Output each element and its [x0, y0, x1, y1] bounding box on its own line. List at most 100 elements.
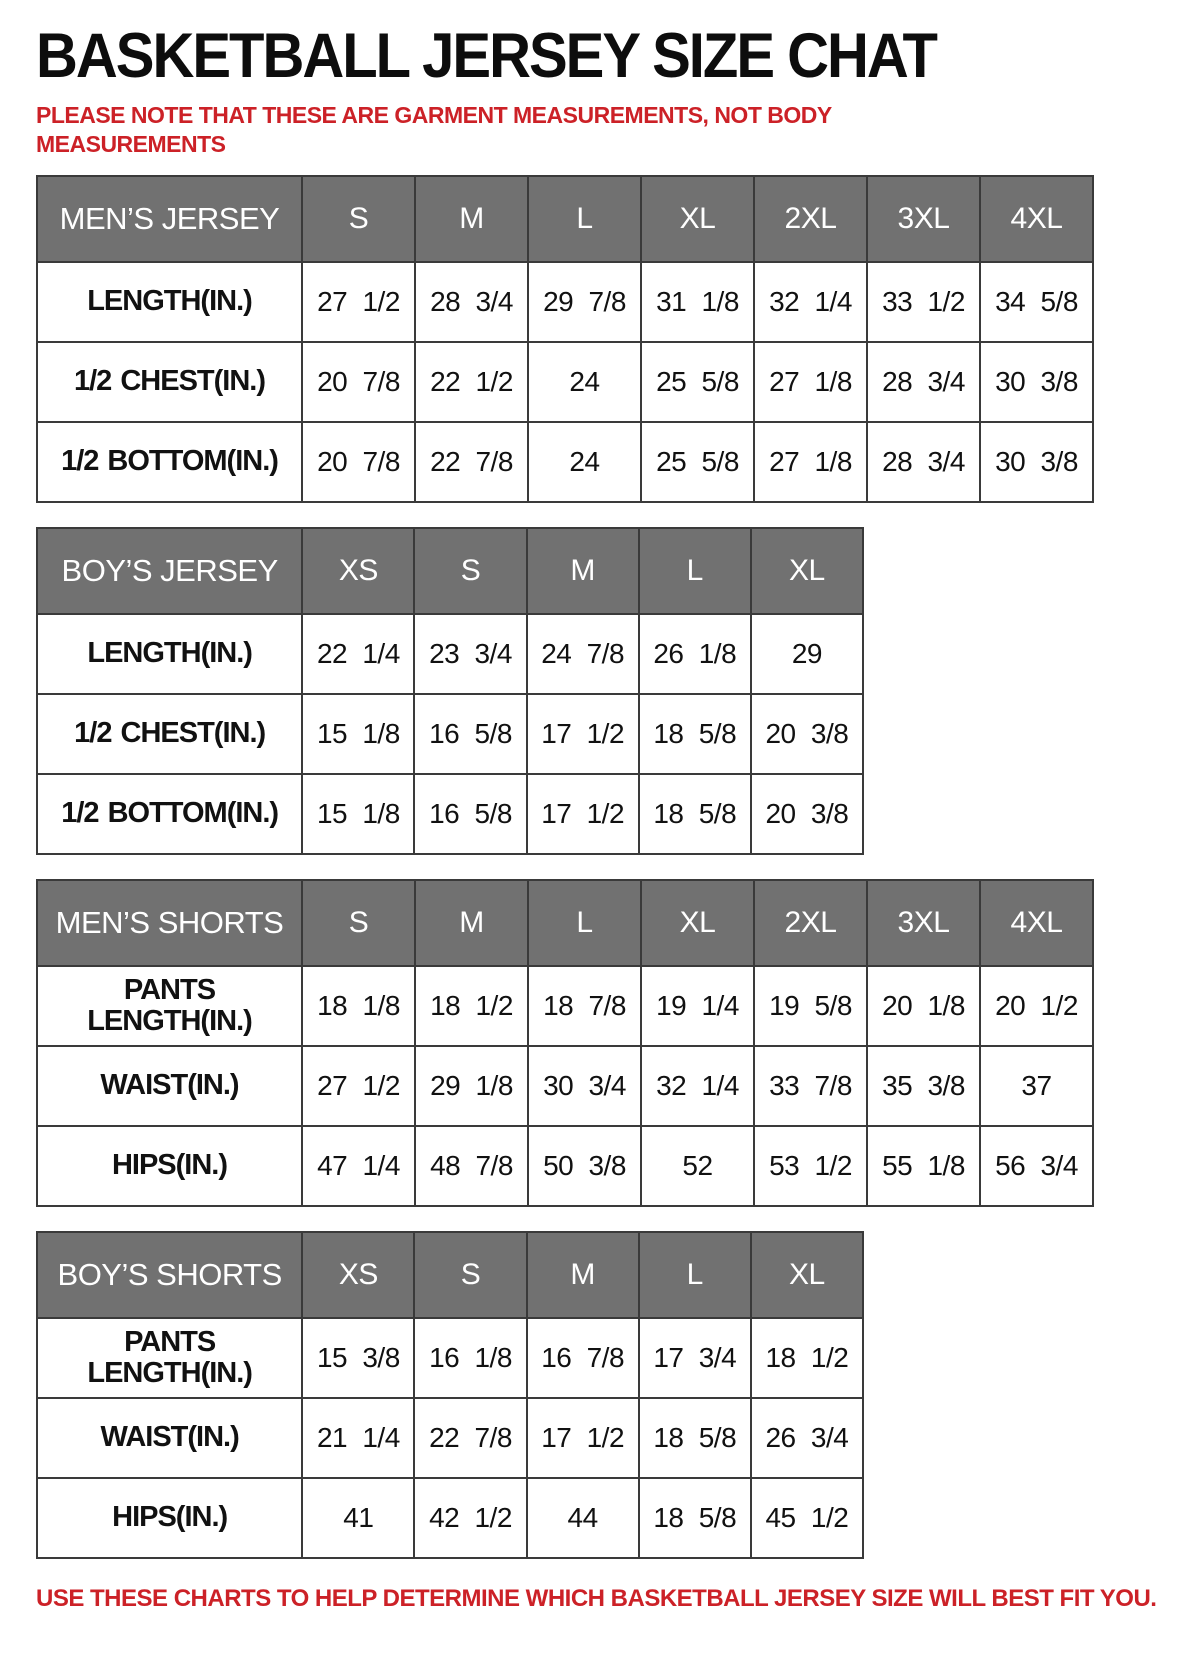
measurement-value: 20 1/8	[866, 964, 981, 1047]
measurement-label: 1/2 BOTTOM(IN.)	[35, 772, 304, 855]
measurement-value: 34 5/8	[979, 260, 1094, 343]
garment-measurement-note: PLEASE NOTE THAT THESE ARE GARMENT MEASU…	[36, 102, 832, 157]
measurement-value: 22 1/4	[301, 612, 416, 695]
size-column-header: XL	[749, 526, 865, 615]
size-column-header: S	[413, 526, 528, 615]
measurement-value: 27 1/8	[753, 340, 868, 423]
measurement-value: 32 1/4	[640, 1044, 755, 1127]
measurement-value: 35 3/8	[866, 1044, 981, 1127]
table-title-cell: BOY’S SHORTS	[35, 1230, 304, 1319]
measurement-value: 41	[301, 1476, 416, 1559]
table-title-cell: BOY’S JERSEY	[35, 526, 304, 615]
size-table: MEN’S JERSEY S M L XL 2XL 3XL 4XL LENGTH(IN.) 27 …	[36, 174, 1094, 503]
measurement-value: 17 1/2	[525, 692, 640, 775]
size-column-header: 2XL	[753, 174, 868, 263]
measurement-value: 18 5/8	[637, 772, 752, 855]
measurement-row: LENGTH(IN.) 22 1/4 23 3/4 24 7/8 26 1/8 29	[35, 612, 865, 695]
measurement-value: 20 3/8	[749, 772, 865, 855]
measurement-row: PANTS LENGTH(IN.) 15 3/8 16 1/8 16 7/8 17 3/…	[35, 1316, 865, 1399]
measurement-value: 30 3/8	[979, 420, 1094, 503]
measurement-value: 47 1/4	[301, 1124, 416, 1207]
size-column-header: 4XL	[979, 878, 1094, 967]
measurement-value: 45 1/2	[749, 1476, 865, 1559]
measurement-value: 20 7/8	[301, 340, 416, 423]
measurement-value: 27 1/2	[301, 260, 416, 343]
measurement-value: 22 7/8	[413, 1396, 528, 1479]
size-column-header: XS	[301, 1230, 416, 1319]
measurement-value: 20 1/2	[979, 964, 1094, 1047]
measurement-row: WAIST(IN.) 27 1/2 29 1/8 30 3/4 32 1/4 33 7/8…	[36, 1044, 1094, 1127]
measurement-value: 20 7/8	[301, 420, 416, 503]
measurement-value: 17 1/2	[525, 772, 640, 855]
measurement-row: 1/2 BOTTOM(IN.) 20 7/8 22 7/8 24 25 5/8 27 1/…	[36, 420, 1094, 503]
size-column-header: 3XL	[866, 878, 981, 967]
size-column-header: S	[301, 878, 416, 967]
measurement-value: 29 7/8	[527, 260, 642, 343]
measurement-value: 30 3/8	[979, 340, 1094, 423]
measurement-value: 32 1/4	[753, 260, 868, 343]
measurement-value: 37	[979, 1044, 1094, 1127]
size-header-row: BOY’S SHORTS XS S M L XL	[35, 1230, 865, 1319]
measurement-value: 48 7/8	[414, 1124, 529, 1207]
size-column-header: S	[301, 174, 416, 263]
measurement-value: 18 5/8	[637, 692, 752, 775]
size-column-header: L	[637, 526, 752, 615]
size-column-header: 4XL	[979, 174, 1094, 263]
measurement-label: HIPS(IN.)	[35, 1476, 304, 1559]
measurement-value: 28 3/4	[414, 260, 529, 343]
table-title-cell: MEN’S SHORTS	[36, 878, 303, 967]
measurement-value: 25 5/8	[640, 340, 755, 423]
measurement-label: WAIST(IN.)	[35, 1396, 304, 1479]
measurement-row: LENGTH(IN.) 27 1/2 28 3/4 29 7/8 31 1/8 32 1/…	[36, 260, 1094, 343]
measurement-row: WAIST(IN.) 21 1/4 22 7/8 17 1/2 18 5/8 26 3/4	[35, 1396, 865, 1479]
measurement-value: 15 1/8	[301, 772, 416, 855]
measurement-value: 26 3/4	[749, 1396, 865, 1479]
measurement-value: 28 3/4	[866, 340, 981, 423]
measurement-value: 18 1/2	[749, 1316, 865, 1399]
measurement-value: 16 5/8	[413, 772, 528, 855]
size-header-row: MEN’S SHORTS S M L XL 2XL 3XL 4XL	[36, 878, 1094, 967]
measurement-value: 27 1/2	[301, 1044, 416, 1127]
measurement-value: 17 3/4	[637, 1316, 752, 1399]
measurement-value: 29	[749, 612, 865, 695]
measurement-value: 21 1/4	[301, 1396, 416, 1479]
measurement-value: 50 3/8	[527, 1124, 642, 1207]
size-column-header: M	[525, 526, 640, 615]
measurement-row: PANTS LENGTH(IN.) 18 1/8 18 1/2 18 7/8 19 1/…	[36, 964, 1094, 1047]
measurement-label: 1/2 BOTTOM(IN.)	[36, 420, 303, 503]
measurement-value: 33 1/2	[866, 260, 981, 343]
measurement-value: 24 7/8	[525, 612, 640, 695]
table-title-cell: MEN’S JERSEY	[36, 174, 303, 263]
size-column-header: XL	[749, 1230, 865, 1319]
size-table: MEN’S SHORTS S M L XL 2XL 3XL 4XL PANTS LENGTH(I…	[36, 878, 1094, 1207]
measurement-value: 29 1/8	[414, 1044, 529, 1127]
size-header-row: MEN’S JERSEY S M L XL 2XL 3XL 4XL	[36, 174, 1094, 263]
size-header-row: BOY’S JERSEY XS S M L XL	[35, 526, 865, 615]
measurement-value: 18 7/8	[527, 964, 642, 1047]
measurement-value: 18 5/8	[637, 1476, 752, 1559]
measurement-value: 28 3/4	[866, 420, 981, 503]
measurement-label: LENGTH(IN.)	[36, 260, 303, 343]
measurement-value: 23 3/4	[413, 612, 528, 695]
measurement-value: 44	[525, 1476, 640, 1559]
size-table: BOY’S SHORTS XS S M L XL PANTS LENGTH(IN.) 15 3…	[35, 1230, 865, 1559]
size-column-header: M	[525, 1230, 640, 1319]
measurement-label: WAIST(IN.)	[36, 1044, 303, 1127]
measurement-value: 18 1/8	[301, 964, 416, 1047]
measurement-row: 1/2 BOTTOM(IN.) 15 1/8 16 5/8 17 1/2 18 5/8 2…	[35, 772, 865, 855]
measurement-value: 25 5/8	[640, 420, 755, 503]
measurement-value: 22 7/8	[414, 420, 529, 503]
page-title: BASKETBALL JERSEY SIZE CHAT	[36, 21, 938, 92]
measurement-value: 56 3/4	[979, 1124, 1094, 1207]
measurement-row: HIPS(IN.) 41 42 1/2 44 18 5/8 45 1/2	[35, 1476, 865, 1559]
size-table: BOY’S JERSEY XS S M L XL LENGTH(IN.) 22 1/4 23 3…	[35, 526, 865, 855]
size-column-header: S	[413, 1230, 528, 1319]
size-column-header: 2XL	[753, 878, 868, 967]
measurement-label: PANTS LENGTH(IN.)	[35, 1316, 304, 1399]
boys-shorts-table-container: BOY’S SHORTS XS S M L XL PANTS LENGTH(IN.) 15 3…	[35, 1230, 1200, 1559]
mens-jersey-table-container: MEN’S JERSEY S M L XL 2XL 3XL 4XL LENGTH(IN.) 27 …	[36, 174, 1200, 503]
size-column-header: 3XL	[866, 174, 981, 263]
measurement-label: 1/2 CHEST(IN.)	[35, 692, 304, 775]
measurement-row: 1/2 CHEST(IN.) 20 7/8 22 1/2 24 25 5/8 27 1/8…	[36, 340, 1094, 423]
